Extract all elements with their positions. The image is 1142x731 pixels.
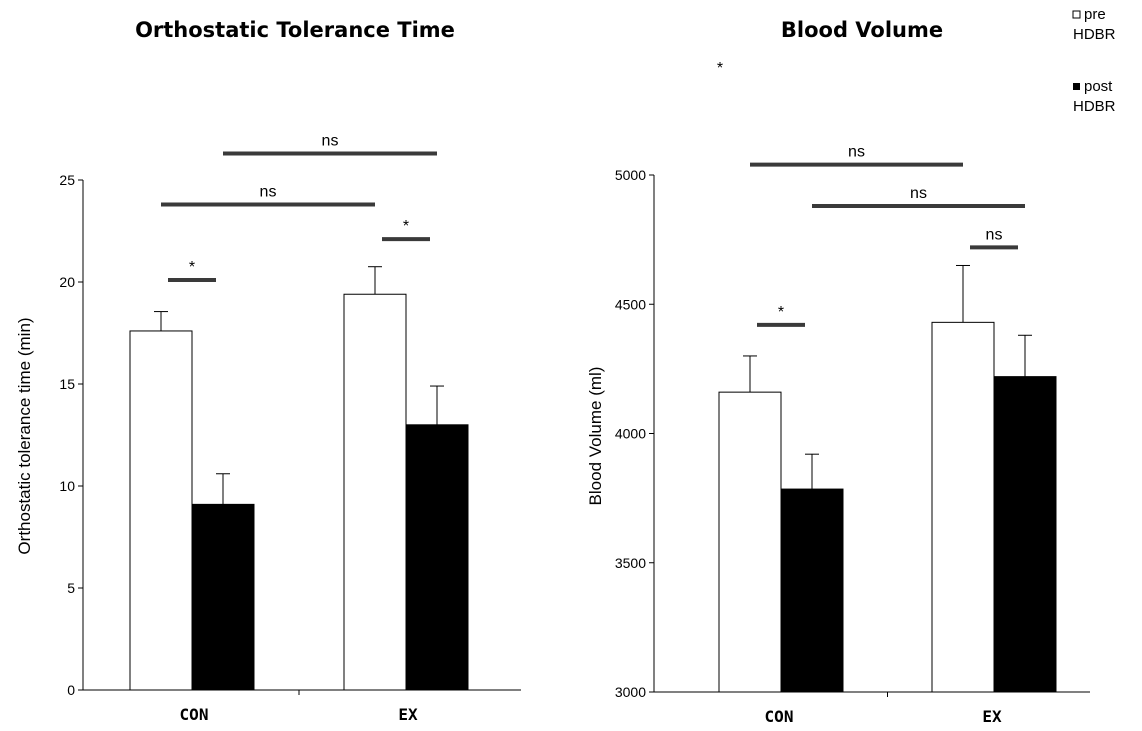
- legend-label-post-line1: post: [1084, 78, 1113, 95]
- bar-post-con: [191, 503, 255, 691]
- x-tick-label-ex: EX: [398, 705, 418, 724]
- y-axis-label-right: Blood Volume (ml): [586, 367, 605, 506]
- y-tick-label: 20: [59, 274, 75, 290]
- y-tick-label: 4000: [615, 426, 646, 442]
- significance-label: ns: [322, 132, 339, 149]
- y-tick-label: 10: [59, 478, 75, 494]
- x-tick-label-con: CON: [765, 707, 794, 726]
- y-axis-label-left: Orthostatic tolerance time (min): [15, 317, 34, 554]
- y-tick-label: 3000: [615, 684, 646, 700]
- significance-label: *: [189, 259, 195, 276]
- significance-label: *: [403, 218, 409, 235]
- legend-label-post-line2: HDBR: [1073, 98, 1116, 115]
- y-tick-label: 4500: [615, 296, 646, 312]
- bar-pre-con: [718, 391, 782, 693]
- y-tick-label: 5000: [615, 167, 646, 183]
- legend: pre HDBR post HDBR: [1072, 6, 1116, 115]
- legend-swatch-pre: [1072, 10, 1081, 19]
- significance-label: ns: [986, 226, 1003, 243]
- bar-post-con: [780, 488, 844, 693]
- bar-pre-con: [129, 330, 193, 691]
- significance-label: *: [778, 304, 784, 321]
- plot-right: 3000 3500 4000 4500 5000 CON EX * ns ns ns: [615, 144, 1090, 726]
- y-tick-label: 3500: [615, 555, 646, 571]
- significance-label: ns: [848, 144, 865, 161]
- chart-title-right: Blood Volume: [781, 18, 943, 42]
- bar-pre-ex: [931, 321, 995, 693]
- x-tick-label-ex: EX: [982, 707, 1002, 726]
- legend-label-pre-line1: pre: [1084, 6, 1106, 23]
- significance-label: ns: [260, 183, 277, 200]
- y-tick-label: 25: [59, 172, 75, 188]
- y-tick-label: 15: [59, 376, 75, 392]
- bar-post-ex: [405, 424, 469, 691]
- significance-label: ns: [910, 185, 927, 202]
- y-tick-label: 5: [67, 580, 75, 596]
- x-tick-label-con: CON: [180, 705, 209, 724]
- stray-asterisk: *: [717, 60, 723, 77]
- bar-pre-ex: [343, 293, 407, 691]
- y-tick-label: 0: [67, 682, 75, 698]
- chart-title-left: Orthostatic Tolerance Time: [135, 18, 455, 42]
- legend-swatch-post: [1073, 83, 1080, 90]
- plot-left: 0 5 10 15 20 25 CON EX * * ns ns: [59, 132, 521, 724]
- legend-label-pre-line2: HDBR: [1073, 26, 1116, 43]
- bar-post-ex: [993, 376, 1057, 693]
